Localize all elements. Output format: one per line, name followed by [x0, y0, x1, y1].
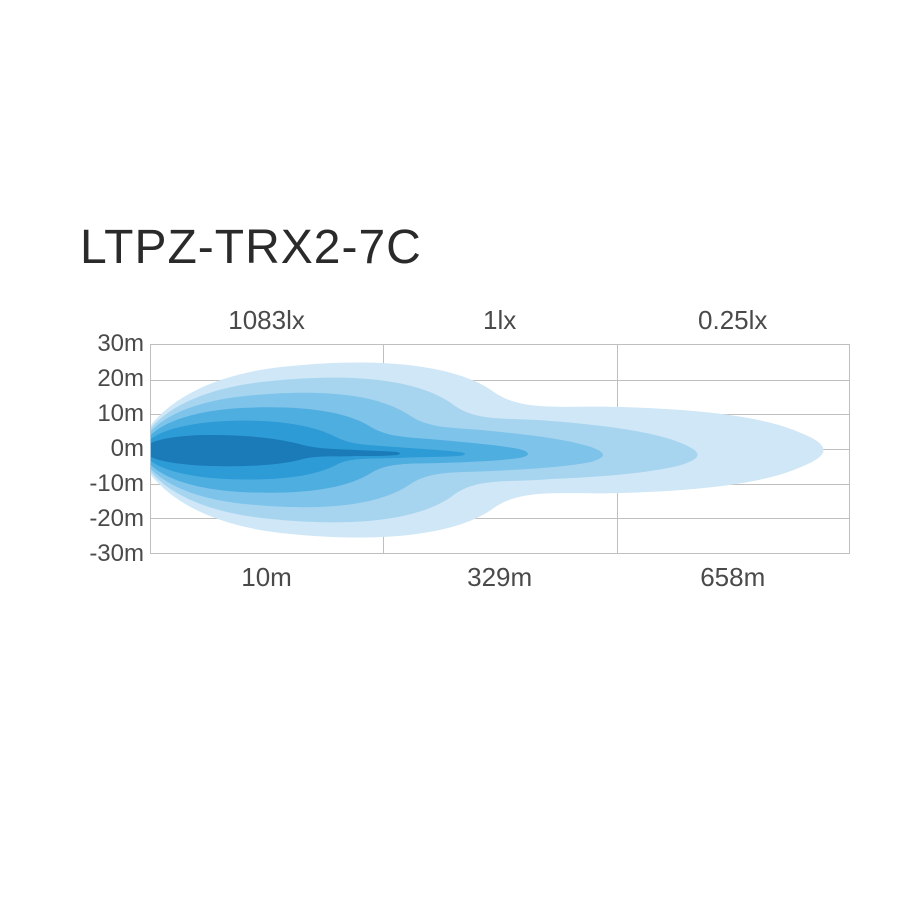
- ytick-10: 10m: [97, 400, 144, 428]
- chart-container: LTPZ-TRX2-7C 1083lx 1lx 0.25lx 30m 20m 1…: [80, 220, 850, 593]
- ytick-n30: -30m: [89, 540, 144, 568]
- lux-label-2: 1lx: [383, 305, 616, 336]
- y-axis-labels: 30m 20m 10m 0m -10m -20m -30m: [80, 344, 148, 554]
- dist-label-1: 10m: [150, 562, 383, 593]
- beam-contours: [151, 345, 851, 555]
- ytick-20: 20m: [97, 365, 144, 393]
- top-lux-labels: 1083lx 1lx 0.25lx: [80, 305, 850, 336]
- lux-label-3: 0.25lx: [616, 305, 849, 336]
- chart-title: LTPZ-TRX2-7C: [80, 220, 850, 275]
- plot-region: [150, 344, 850, 554]
- chart-wrap: 1083lx 1lx 0.25lx 30m 20m 10m 0m -10m -2…: [80, 305, 850, 593]
- lux-label-1: 1083lx: [150, 305, 383, 336]
- dist-label-3: 658m: [616, 562, 849, 593]
- ytick-n20: -20m: [89, 505, 144, 533]
- bottom-distance-labels: 10m 329m 658m: [80, 562, 850, 593]
- chart-area: 30m 20m 10m 0m -10m -20m -30m: [80, 344, 850, 554]
- ytick-0: 0m: [111, 435, 144, 463]
- ytick-30: 30m: [97, 330, 144, 358]
- dist-label-2: 329m: [383, 562, 616, 593]
- ytick-n10: -10m: [89, 470, 144, 498]
